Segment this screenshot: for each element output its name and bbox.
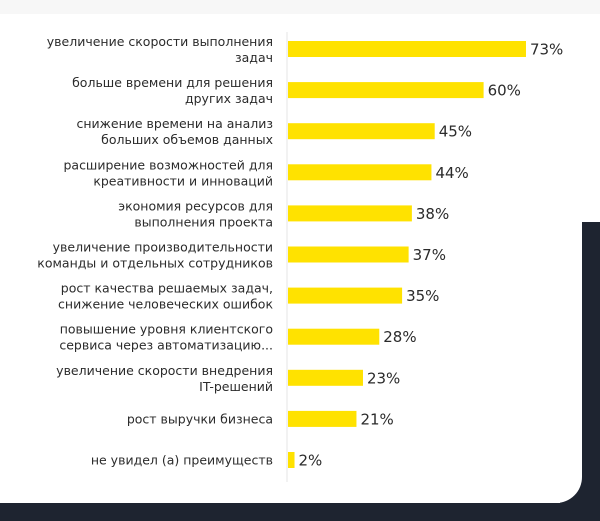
bar: [288, 287, 403, 304]
category-label: повышение уровня клиентского сервиса чере…: [59, 322, 273, 353]
category-label: рост выручки бизнеса: [127, 411, 273, 426]
data-label: 37%: [413, 246, 446, 264]
category-label: увеличение скорости внедрения IT-решений: [56, 363, 273, 394]
bar-row: 73% увеличение скорости выполнения задач: [47, 34, 564, 65]
bar-row: 44% расширение возможностей для креативнос…: [63, 157, 468, 188]
category-label: не увидел (а) преимуществ: [91, 453, 273, 468]
bar: [288, 452, 295, 468]
data-label: 23%: [367, 369, 400, 387]
bar: [288, 246, 409, 263]
category-label: экономия ресурсов для выполнения проекта: [118, 198, 273, 229]
bar-row: 28% повышение уровня клиентского сервиса ч…: [59, 322, 416, 353]
data-label: 35%: [406, 287, 439, 305]
bar: [288, 123, 435, 140]
bar: [288, 205, 412, 222]
data-label: 73%: [530, 41, 563, 59]
category-label: снижение времени на анализ больших объемо…: [76, 116, 273, 147]
category-label: увеличение скорости выполнения задач: [47, 34, 273, 65]
data-label: 60%: [488, 82, 521, 100]
data-label: 44%: [435, 164, 468, 182]
category-label: расширение возможностей для креативности …: [63, 157, 273, 188]
bar-row: 60% больше времени для решения других зада…: [72, 75, 521, 106]
bar-row: 21% рост выручки бизнеса: [127, 410, 394, 428]
bar-row: 45% снижение времени на анализ больших объ…: [76, 116, 472, 147]
bar-row: 2% не увидел (а) преимуществ: [91, 452, 322, 470]
bar-row: 38% экономия ресурсов для выполнения проек…: [118, 198, 449, 229]
bar-row: 23% увеличение скорости внедрения IT-решен…: [56, 363, 400, 394]
data-label: 21%: [360, 410, 393, 428]
data-label: 45%: [439, 123, 472, 141]
bar: [288, 82, 484, 99]
bar: [288, 369, 363, 386]
category-label: больше времени для решения других задач: [72, 75, 273, 106]
bar: [288, 164, 432, 181]
dark-background-bottom: [0, 503, 600, 521]
bar: [288, 410, 357, 427]
top-strip: [0, 0, 600, 14]
category-label: рост качества решаемых задач, снижение че…: [58, 281, 273, 312]
data-label: 38%: [416, 205, 449, 223]
data-label: 2%: [299, 452, 323, 470]
category-label: увеличение производительности команды и о…: [37, 240, 273, 271]
bar: [288, 328, 380, 345]
bar-row: 35% рост качества решаемых задач, снижение…: [58, 281, 439, 312]
bar-row: 37% увеличение производительности команды …: [37, 240, 446, 271]
data-label: 28%: [383, 328, 416, 346]
bar: [288, 41, 526, 57]
